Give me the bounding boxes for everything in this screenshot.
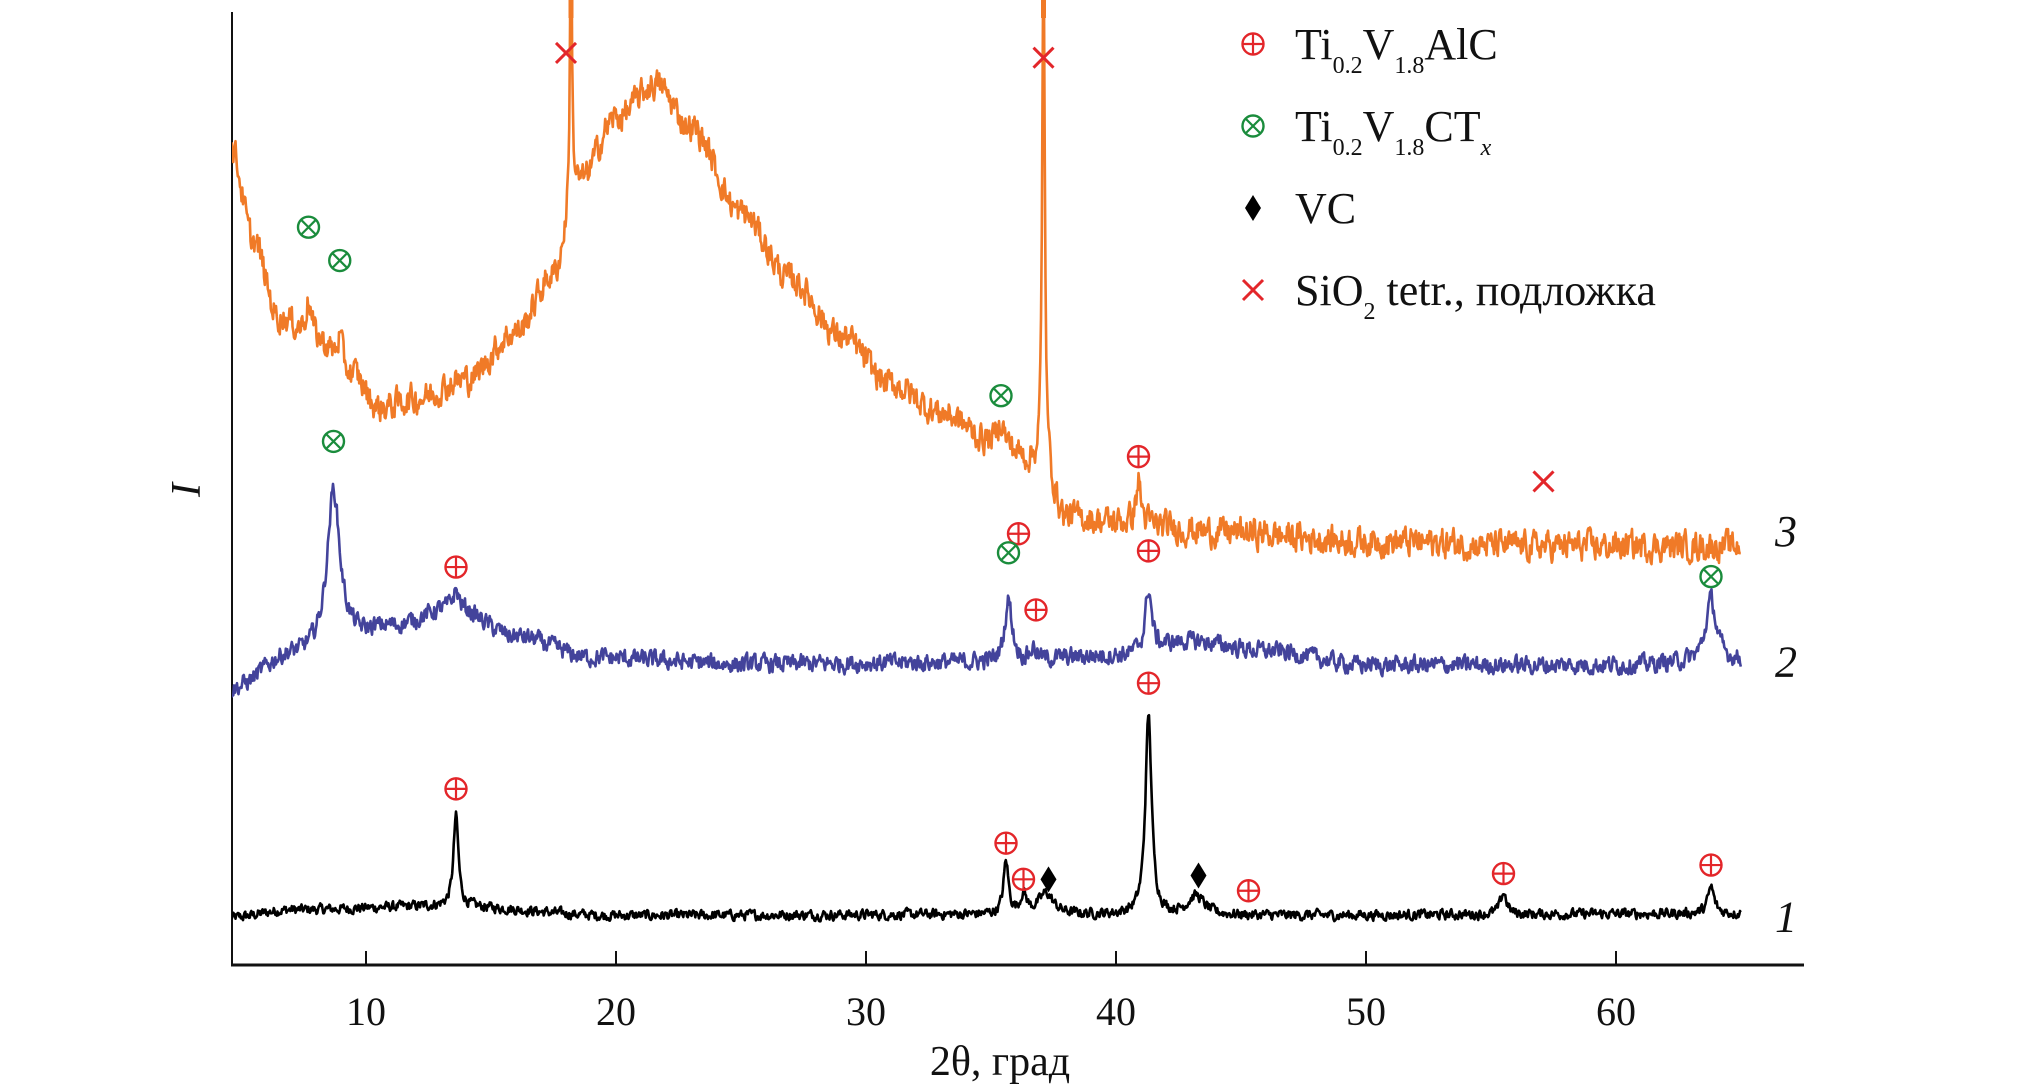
legend-label-part: Ti — [1295, 20, 1333, 69]
curve-label-2: 2 — [1775, 637, 1797, 686]
legend-label: Ti0.2V1.8AlC — [1295, 20, 1498, 79]
legend-label-part: tetr., подложка — [1375, 266, 1655, 315]
clipped-peak-mark — [1041, 0, 1046, 18]
legend-label: Ti0.2V1.8CTx — [1295, 102, 1492, 161]
circle-plus-marker-icon — [1241, 32, 1265, 56]
legend-item: Ti0.2V1.8CTx — [1241, 102, 1492, 161]
legend-label-part: SiO — [1295, 266, 1363, 315]
legend-label-part: AlC — [1424, 20, 1497, 69]
legend-label-part: 0.2 — [1333, 135, 1363, 161]
circle-times-marker-icon — [989, 384, 1013, 408]
series-line-1 — [232, 713, 1742, 923]
cross-marker-icon — [554, 41, 578, 65]
x-tick-label: 40 — [1096, 989, 1136, 1034]
legend-label-part: 0.2 — [1333, 53, 1363, 79]
circle-plus-marker-icon — [444, 777, 468, 801]
y-axis-title: I — [164, 481, 210, 498]
legend-item: SiO2 tetr., подложка — [1241, 266, 1656, 325]
cross-marker-icon — [1032, 46, 1055, 69]
diamond-marker-icon — [1245, 195, 1261, 221]
circle-plus-marker-icon — [1136, 539, 1161, 563]
cross-marker-icon — [1532, 470, 1555, 493]
legend-label-part: VC — [1295, 184, 1356, 233]
series-line-3 — [232, 12, 1742, 566]
circle-times-marker-icon — [296, 215, 321, 239]
circle-times-marker-icon — [328, 248, 352, 273]
x-tick-label: 50 — [1346, 989, 1386, 1034]
legend-label-part: V — [1363, 102, 1395, 151]
circle-plus-marker-icon — [1699, 853, 1723, 877]
circle-times-marker-icon — [321, 429, 346, 454]
series-layer — [232, 0, 1743, 923]
circle-times-marker-icon — [996, 541, 1021, 565]
series-line-2 — [232, 482, 1743, 698]
legend-label-part: CT — [1424, 102, 1480, 151]
circle-plus-marker-icon — [1006, 522, 1031, 546]
legend-label: SiO2 tetr., подложка — [1295, 266, 1656, 325]
legend-item: Ti0.2V1.8AlC — [1241, 20, 1498, 79]
circle-plus-marker-icon — [1236, 879, 1261, 903]
x-tick-label: 20 — [596, 989, 636, 1034]
x-tick-label: 60 — [1596, 989, 1636, 1034]
x-axis-title: 2θ, град — [930, 1039, 1070, 1085]
circle-times-marker-icon — [1241, 114, 1265, 138]
x-tick-label: 30 — [846, 989, 886, 1034]
curve-labels: 1 2 3 — [1774, 507, 1797, 942]
legend-label-part: 1.8 — [1394, 53, 1424, 79]
diamond-marker-icon — [1040, 866, 1057, 893]
x-ticks: 10 20 30 40 50 60 — [346, 951, 1636, 1034]
legend-label: VC — [1295, 184, 1356, 233]
peak-annotations — [296, 41, 1723, 903]
circle-plus-marker-icon — [444, 555, 468, 579]
diamond-marker-icon — [1190, 862, 1207, 889]
circle-times-marker-icon — [1699, 564, 1723, 589]
curve-label-3: 3 — [1774, 507, 1797, 556]
x-tick-label: 10 — [346, 989, 386, 1034]
cross-marker-icon — [1241, 278, 1265, 302]
circle-plus-marker-icon — [1011, 867, 1036, 892]
legend-label-part: x — [1480, 135, 1492, 161]
legend-label-part: 2 — [1363, 299, 1375, 325]
legend-label-part: Ti — [1295, 102, 1333, 151]
legend-item: VC — [1245, 184, 1356, 233]
legend-label-part: 1.8 — [1394, 135, 1424, 161]
legend-label-part: V — [1363, 20, 1395, 69]
curve-label-1: 1 — [1775, 892, 1797, 941]
circle-plus-marker-icon — [1126, 444, 1151, 469]
clipped-peak-mark — [568, 0, 574, 18]
circle-plus-marker-icon — [1491, 861, 1516, 886]
circle-plus-marker-icon — [1024, 598, 1048, 622]
circle-plus-marker-icon — [1136, 671, 1161, 695]
circle-plus-marker-icon — [994, 831, 1018, 855]
